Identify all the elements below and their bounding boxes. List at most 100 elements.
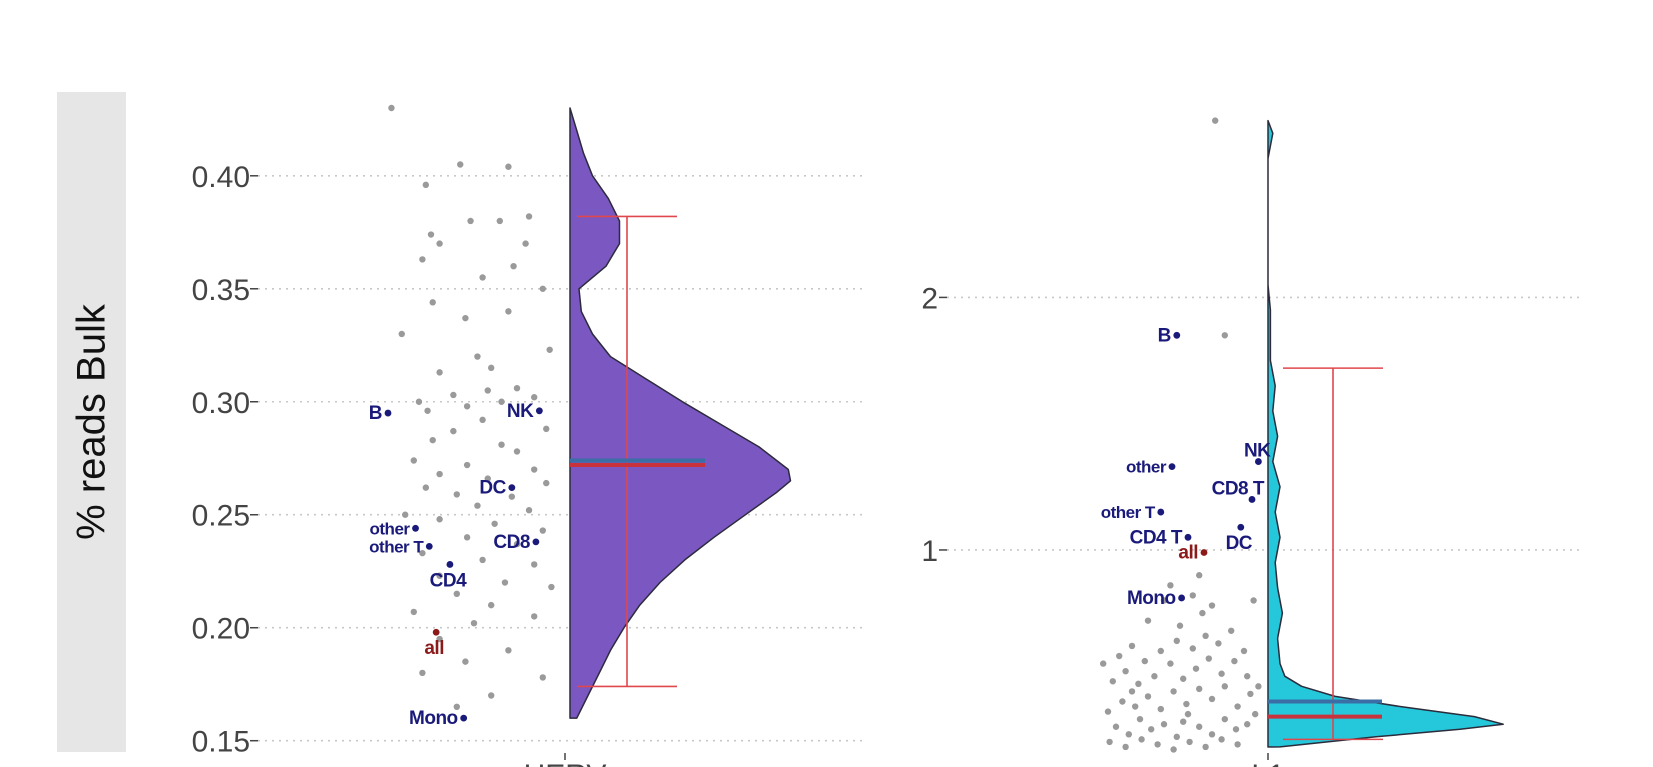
- data-point: [505, 163, 512, 170]
- point-label: B: [1158, 325, 1171, 346]
- data-point: [479, 416, 486, 424]
- data-point: [1138, 736, 1145, 743]
- data-point: [1228, 627, 1235, 634]
- data-point: [467, 217, 474, 225]
- data-point: [453, 590, 460, 598]
- data-point: [1221, 715, 1229, 723]
- labeled-point: [508, 484, 516, 492]
- data-point: [1125, 731, 1133, 738]
- data-point: [1208, 602, 1216, 609]
- data-point: [1119, 698, 1126, 705]
- labeled-point: [1178, 594, 1185, 602]
- data-point: [1144, 617, 1152, 624]
- data-point: [436, 516, 443, 523]
- data-point: [474, 502, 481, 509]
- labeled-point: [1184, 533, 1192, 541]
- data-point: [474, 353, 481, 360]
- data-point: [453, 703, 460, 711]
- data-point: [1122, 743, 1129, 751]
- data-point: [510, 262, 517, 270]
- data-point: [488, 692, 495, 699]
- data-point: [543, 479, 550, 487]
- data-point: [1160, 721, 1168, 728]
- data-point: [1208, 731, 1216, 738]
- data-point: [531, 613, 538, 620]
- data-point: [1196, 723, 1203, 730]
- data-point: [402, 511, 409, 518]
- data-point: [410, 457, 417, 464]
- data-point: [1132, 703, 1139, 710]
- data-point: [1196, 572, 1203, 579]
- data-point: [1100, 660, 1107, 667]
- data-point: [436, 470, 443, 478]
- point-label: NK: [507, 401, 534, 422]
- data-point: [488, 364, 495, 372]
- labeled-point: [535, 407, 543, 415]
- data-point: [1189, 645, 1197, 652]
- labeled-point: [1157, 508, 1165, 516]
- data-point: [539, 674, 546, 681]
- data-point: [525, 507, 533, 514]
- labeled-point: [1173, 331, 1181, 339]
- data-point: [470, 620, 478, 627]
- data-point: [1212, 117, 1219, 124]
- data-point: [410, 608, 417, 616]
- data-point: [1151, 673, 1158, 680]
- labeled-point: [1248, 496, 1256, 503]
- data-point: [1255, 683, 1262, 690]
- data-point: [496, 217, 503, 225]
- labeled-point: [1255, 458, 1262, 465]
- data-point: [1136, 715, 1144, 723]
- data-point: [522, 240, 529, 247]
- data-point: [1173, 733, 1181, 741]
- data-point: [450, 391, 457, 399]
- labeled-point: [532, 538, 540, 546]
- point-label: all: [1178, 542, 1198, 563]
- data-point: [1205, 655, 1213, 662]
- data-point: [513, 540, 521, 548]
- data-point: [463, 461, 471, 469]
- data-point: [1148, 726, 1155, 733]
- data-point: [1215, 640, 1222, 647]
- data-point: [436, 240, 443, 247]
- y-tick-label: 0.40: [192, 161, 250, 194]
- data-point: [484, 387, 491, 394]
- data-point: [1221, 683, 1229, 690]
- data-point: [479, 274, 486, 281]
- data-point: [1154, 741, 1161, 748]
- point-label: DC: [1226, 533, 1253, 554]
- data-point: [1234, 741, 1241, 748]
- data-point: [429, 436, 436, 444]
- data-point: [398, 330, 405, 338]
- data-point: [1208, 695, 1216, 703]
- point-label: other T: [1101, 503, 1156, 522]
- data-point: [1232, 726, 1240, 733]
- data-point: [388, 104, 395, 112]
- data-point: [1157, 705, 1165, 713]
- y-tick-label: 1: [921, 535, 938, 568]
- data-point: [427, 231, 435, 238]
- data-point: [450, 427, 457, 435]
- x-tick-label: HERV: [524, 759, 607, 767]
- data-point: [531, 561, 538, 568]
- data-point: [462, 314, 469, 322]
- labeled-point: [384, 409, 392, 417]
- labeled-point: [1237, 523, 1245, 531]
- data-point: [1234, 703, 1241, 710]
- data-point: [531, 394, 538, 401]
- data-point: [513, 448, 521, 455]
- labeled-point: [460, 714, 468, 722]
- data-point: [1221, 332, 1229, 339]
- data-point: [422, 181, 430, 189]
- data-point: [1173, 637, 1181, 645]
- data-point: [1176, 622, 1184, 629]
- data-point: [1160, 597, 1168, 604]
- data-point: [1180, 675, 1187, 682]
- data-point: [548, 583, 555, 591]
- point-label: other: [370, 519, 411, 538]
- y-tick-label: 0.20: [192, 613, 250, 646]
- data-point: [1183, 700, 1190, 708]
- data-point: [539, 285, 546, 292]
